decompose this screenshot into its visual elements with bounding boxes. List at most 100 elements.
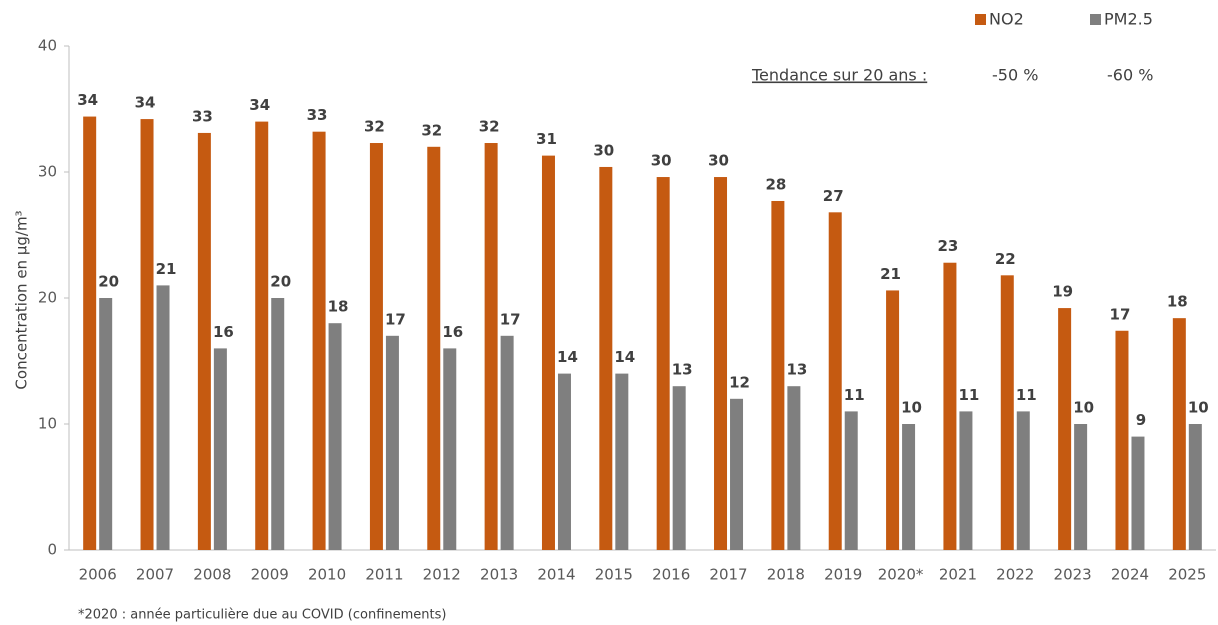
bar — [557, 373, 571, 550]
y-tick-label: 30 — [38, 163, 57, 181]
bar — [1000, 275, 1014, 550]
bar — [844, 411, 858, 550]
value-label: 9 — [1136, 411, 1146, 429]
value-label: 14 — [614, 348, 635, 366]
bar — [328, 323, 342, 550]
value-label: 28 — [765, 175, 786, 193]
value-label: 17 — [385, 310, 406, 328]
legend-label: NO2 — [989, 10, 1024, 29]
x-tick-label: 2011 — [365, 566, 403, 584]
bar — [943, 262, 957, 550]
x-tick-label: 2012 — [423, 566, 461, 584]
bar — [959, 411, 973, 550]
y-tick-label: 40 — [38, 37, 57, 55]
value-label: 10 — [901, 399, 922, 417]
y-tick-label: 20 — [38, 289, 57, 307]
bar — [255, 121, 269, 550]
value-label: 30 — [593, 141, 614, 159]
bar — [541, 155, 555, 550]
trend-value: -50 % — [992, 66, 1038, 85]
value-label: 30 — [651, 152, 672, 170]
bar — [312, 131, 326, 550]
x-tick-label: 2025 — [1168, 566, 1206, 584]
legend-swatch — [975, 14, 986, 25]
x-tick-label: 2013 — [480, 566, 518, 584]
x-tick-label: 2015 — [595, 566, 633, 584]
x-tick-label: 2008 — [193, 566, 231, 584]
x-tick-label: 2018 — [767, 566, 805, 584]
value-label: 11 — [844, 386, 865, 404]
value-label: 27 — [823, 187, 844, 205]
x-tick-label: 2019 — [824, 566, 862, 584]
value-label: 34 — [77, 91, 98, 109]
value-label: 30 — [708, 152, 729, 170]
bar — [140, 119, 154, 550]
value-label: 11 — [958, 386, 979, 404]
value-label: 19 — [1052, 283, 1073, 301]
x-tick-label: 2022 — [996, 566, 1034, 584]
value-label: 17 — [1110, 305, 1131, 323]
bar — [443, 348, 457, 550]
value-label: 14 — [557, 348, 578, 366]
x-tick-label: 2024 — [1111, 566, 1149, 584]
bar — [197, 132, 211, 550]
value-label: 18 — [1167, 293, 1188, 311]
bar — [1188, 424, 1202, 550]
legend-label: PM2.5 — [1104, 10, 1153, 29]
y-axis-label: Concentration en µg/m³ — [13, 210, 31, 389]
value-label: 13 — [786, 361, 807, 379]
value-label: 16 — [442, 323, 463, 341]
bar — [156, 285, 170, 550]
bar — [83, 116, 97, 550]
x-tick-label: 2014 — [537, 566, 575, 584]
value-label: 20 — [270, 273, 291, 291]
value-label: 32 — [364, 118, 385, 136]
value-label: 10 — [1073, 399, 1094, 417]
value-label: 16 — [213, 323, 234, 341]
footnote: *2020 : année particulière due au COVID … — [78, 608, 446, 623]
value-label: 31 — [536, 130, 557, 148]
x-tick-label: 2007 — [136, 566, 174, 584]
bar — [484, 143, 498, 550]
value-label: 21 — [880, 265, 901, 283]
value-label: 22 — [995, 250, 1016, 268]
y-tick-label: 10 — [38, 415, 57, 433]
value-label: 33 — [192, 107, 213, 125]
value-label: 10 — [1188, 399, 1209, 417]
bar — [1115, 330, 1129, 550]
x-tick-label: 2006 — [79, 566, 117, 584]
value-label: 34 — [249, 96, 270, 114]
value-label: 34 — [135, 94, 156, 112]
bar — [599, 166, 613, 550]
bar — [828, 212, 842, 550]
bar — [714, 177, 728, 551]
bar — [385, 335, 399, 550]
x-tick-label: 2017 — [709, 566, 747, 584]
bar — [1016, 411, 1030, 550]
value-label: 23 — [937, 237, 958, 255]
legend-swatch — [1090, 14, 1101, 25]
value-label: 11 — [1016, 386, 1037, 404]
bar — [902, 424, 916, 550]
x-tick-label: 2016 — [652, 566, 690, 584]
bar — [1074, 424, 1088, 550]
bar — [771, 200, 785, 551]
x-tick-label: 2020* — [878, 566, 924, 584]
bar — [271, 298, 285, 550]
bar — [99, 298, 113, 550]
trend-label: Tendance sur 20 ans : — [751, 66, 927, 85]
y-tick-label: 0 — [47, 541, 57, 559]
bar — [787, 386, 801, 550]
value-label: 12 — [729, 373, 750, 391]
value-label: 17 — [500, 310, 521, 328]
value-label: 32 — [479, 118, 500, 136]
bar — [369, 143, 383, 550]
x-tick-label: 2009 — [251, 566, 289, 584]
bar — [1172, 318, 1186, 550]
bar — [1058, 308, 1072, 550]
x-tick-label: 2010 — [308, 566, 346, 584]
value-label: 18 — [328, 298, 349, 316]
bar — [615, 373, 629, 550]
x-tick-label: 2023 — [1054, 566, 1092, 584]
